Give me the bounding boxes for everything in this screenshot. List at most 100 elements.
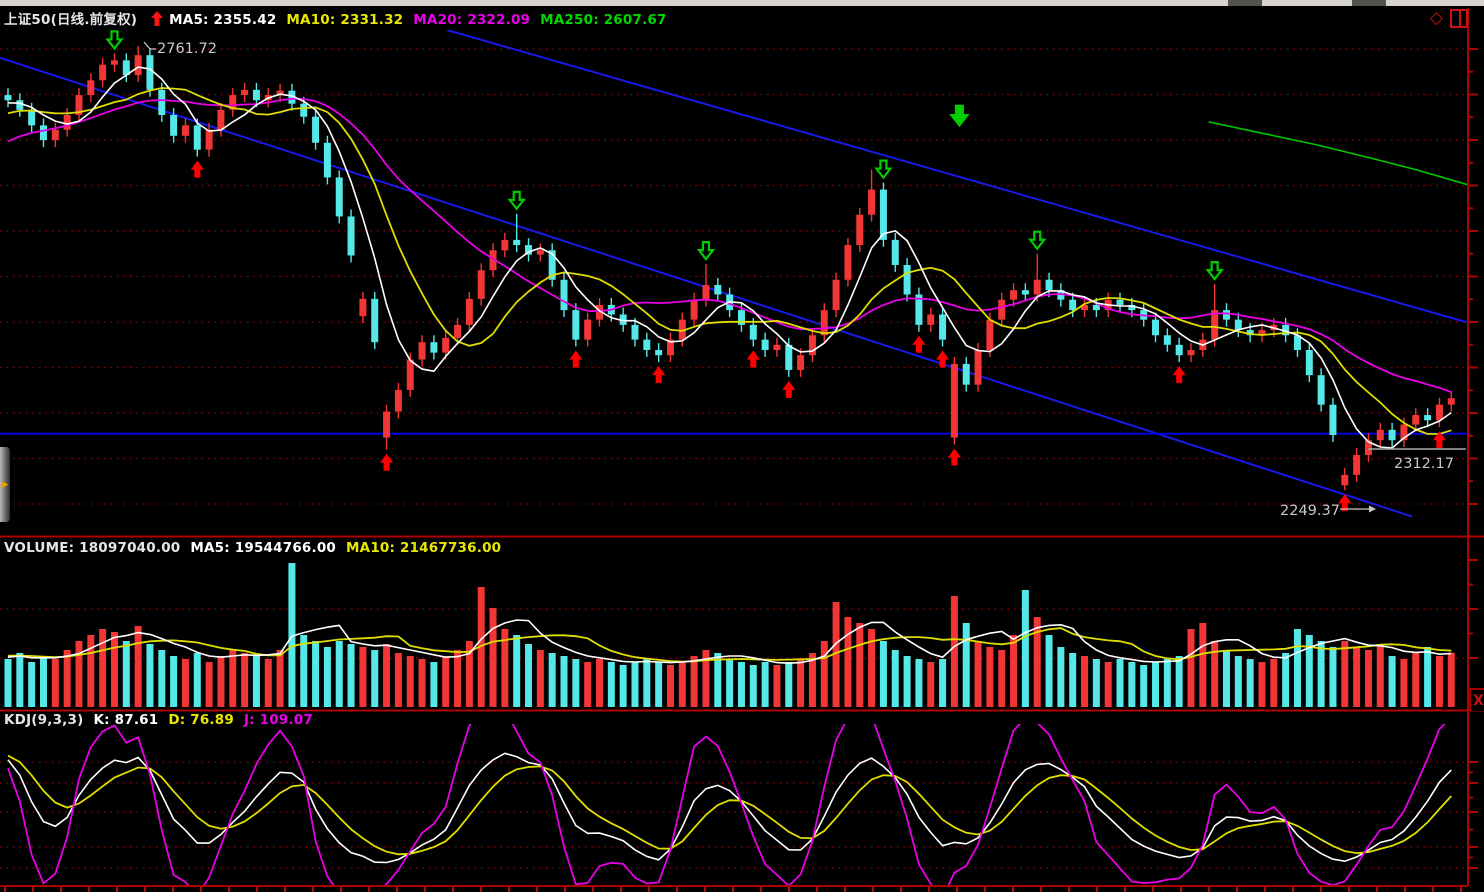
volume-bar — [51, 659, 59, 707]
ma5-line — [7, 66, 1452, 449]
volume-bar — [1069, 653, 1077, 707]
volume-bar — [927, 662, 935, 707]
ma250-line — [1208, 121, 1467, 186]
volume-bar — [1175, 656, 1183, 707]
volume-bar — [761, 662, 769, 707]
buy-signal-arrow — [380, 453, 394, 471]
volume-bar — [1246, 659, 1254, 707]
volume-bar — [1424, 647, 1432, 707]
volume-bar — [1152, 662, 1160, 707]
volume-bar — [548, 653, 556, 707]
volume-bar — [241, 653, 249, 707]
volume-bar — [1376, 644, 1384, 707]
volume-bar — [1128, 662, 1136, 707]
kdj-gridlines — [0, 761, 1467, 869]
buy-signal-arrow — [190, 160, 204, 178]
volume-bar — [252, 656, 260, 707]
volume-bar — [1364, 650, 1372, 707]
volume-bar — [726, 659, 734, 707]
ma5-value: MA5: 2355.42 — [169, 12, 277, 28]
volume-bar — [39, 656, 47, 707]
ma250-value: MA250: 2607.67 — [540, 12, 667, 28]
diamond-icon[interactable]: ◇ — [1429, 7, 1443, 28]
buy-signal-arrow — [1338, 494, 1352, 512]
volume-bar — [63, 650, 71, 707]
split-window-icon[interactable] — [1450, 8, 1468, 28]
volume-bar — [1329, 647, 1337, 707]
volume-bar — [678, 662, 686, 707]
buy-signal-arrow — [782, 380, 796, 398]
volume-bar — [950, 596, 958, 707]
volume-bar — [1341, 641, 1349, 707]
volume-bar — [300, 635, 308, 707]
volume-bar — [1045, 635, 1053, 707]
volume-bar — [666, 665, 674, 707]
volume-bar — [797, 659, 805, 707]
top-right-toolbar: ◇ — [1430, 7, 1468, 29]
volume-bar — [1353, 647, 1361, 707]
volume-bar — [1317, 641, 1325, 707]
volume-ma10-line — [8, 627, 1452, 663]
sell-signal-arrow — [696, 241, 716, 261]
volume-bar — [714, 653, 722, 707]
volume-bar — [110, 632, 118, 707]
volume-bar — [702, 650, 710, 707]
volume-bar — [690, 656, 698, 707]
ma10-line — [7, 87, 1452, 435]
volume-bar — [477, 587, 485, 707]
volume-ma5-value: MA5: 19544766.00 — [190, 540, 337, 556]
kdj-d-line — [7, 754, 1452, 856]
volume-value: VOLUME: 18097040.00 — [4, 540, 181, 556]
volume-bar — [4, 659, 12, 707]
volume-bar — [1305, 635, 1313, 707]
axes — [0, 8, 1484, 892]
volume-bar — [903, 656, 911, 707]
price-label: 2761.72 — [157, 41, 217, 57]
volume-bar — [998, 650, 1006, 707]
expand-arrow-icon: ▶ — [1, 479, 9, 490]
volume-bar — [1199, 623, 1207, 707]
volume-bar — [146, 644, 154, 707]
volume-bar — [383, 644, 391, 707]
volume-bar — [891, 650, 899, 707]
volume-bar — [643, 659, 651, 707]
volume-bar — [596, 659, 603, 707]
volume-bar — [276, 650, 284, 707]
main-pane: 2761.72 2312.17 2249.37 — [0, 30, 1467, 519]
volume-bar — [572, 659, 580, 707]
candles-layer — [4, 45, 1455, 491]
volume-bar — [489, 608, 497, 707]
volume-bar — [856, 623, 864, 707]
volume-bar — [536, 650, 544, 707]
kdj-pane — [7, 724, 1452, 886]
volume-bar — [465, 641, 473, 707]
volume-bar — [1140, 665, 1148, 707]
close-indicator-button[interactable]: X — [1469, 688, 1484, 711]
volume-bar — [1187, 629, 1195, 707]
volume-bar — [868, 629, 876, 707]
sell-signal-arrow — [1027, 230, 1047, 251]
volume-bar — [832, 602, 840, 707]
sidebar-expand-tab[interactable]: ▶ — [0, 447, 10, 522]
volume-bar — [170, 656, 178, 707]
volume-bar — [1388, 656, 1396, 707]
volume-bar — [430, 662, 438, 707]
volume-bar — [158, 650, 166, 707]
volume-bar — [1447, 652, 1455, 707]
up-arrow-icon — [151, 11, 164, 26]
volume-bar — [87, 635, 95, 707]
volume-bar — [962, 623, 970, 707]
volume-bar — [1412, 653, 1420, 707]
volume-bar — [1081, 656, 1089, 707]
kdj-j-value: J: 109.07 — [243, 712, 313, 728]
volume-bar — [1258, 662, 1266, 707]
kdj-name: KDJ(9,3,3) — [4, 712, 84, 728]
volume-bar — [1293, 629, 1301, 707]
price-annotations: 2761.72 2312.17 2249.37 — [143, 41, 1466, 519]
buy-signal-arrow — [936, 350, 950, 368]
volume-bar — [394, 653, 402, 707]
volume-bar — [820, 641, 828, 707]
volume-bar — [1234, 656, 1242, 707]
kdj-j-line — [7, 724, 1447, 886]
